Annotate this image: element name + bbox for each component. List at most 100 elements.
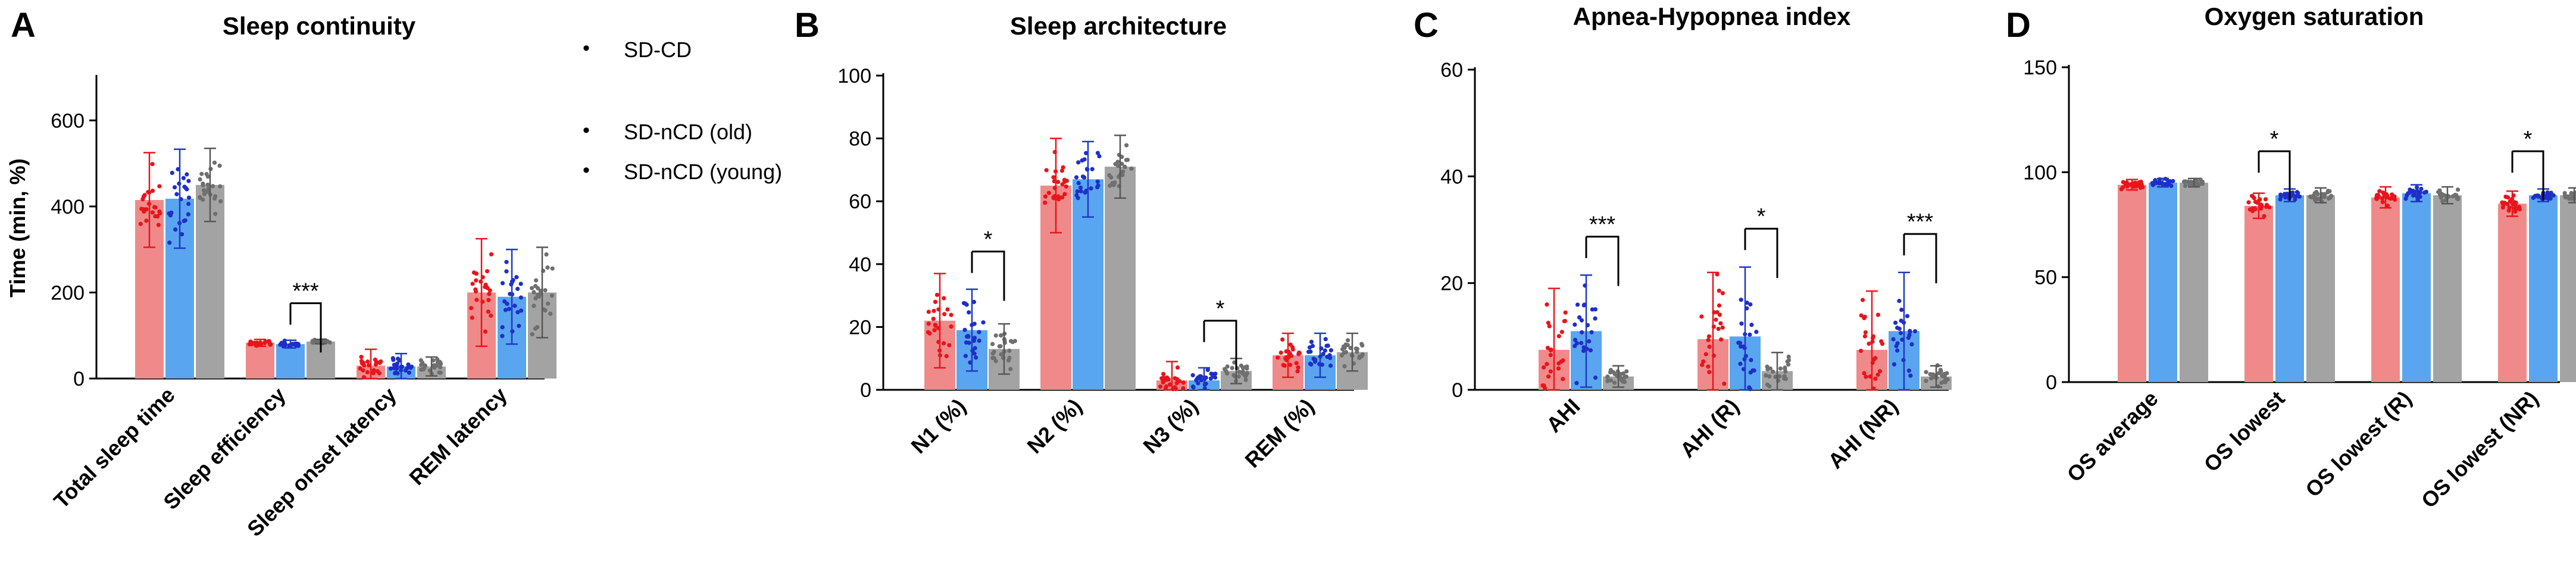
data-point (515, 286, 520, 291)
data-point (183, 218, 187, 223)
data-point (543, 288, 548, 293)
data-point (1061, 165, 1065, 170)
data-point (2380, 199, 2385, 205)
chart-title: Apnea-Hypopnea index (1573, 2, 1851, 30)
data-point (1109, 175, 1114, 180)
data-point (1161, 376, 1166, 380)
data-point (1924, 370, 1928, 374)
data-point (532, 290, 536, 295)
data-point (2439, 195, 2443, 200)
panel-letter-c: C (1414, 6, 1439, 45)
y-tick-label: 80 (849, 128, 871, 151)
bar-sd-ncd-old-os-average (2149, 182, 2177, 382)
data-point (546, 301, 551, 306)
significance-bracket (972, 251, 1005, 301)
data-point (186, 179, 191, 183)
data-point (945, 307, 950, 312)
y-tick-label: 100 (2023, 161, 2057, 184)
data-point (1736, 340, 1741, 345)
data-point (1078, 189, 1083, 193)
data-point (2549, 190, 2553, 195)
data-point (1862, 334, 1868, 339)
data-point (1167, 382, 1173, 387)
data-point (1879, 339, 1884, 344)
data-point (1181, 380, 1186, 385)
data-point (1703, 352, 1708, 357)
data-point (377, 371, 382, 376)
y-tick-label: 150 (2023, 57, 2057, 79)
data-point (1715, 310, 1720, 315)
data-point (972, 351, 977, 356)
data-point (1129, 166, 1134, 171)
data-point (1044, 168, 1049, 173)
x-tick-label: AHI (R) (1675, 394, 1743, 462)
data-point (186, 195, 192, 200)
data-point (1166, 377, 1171, 381)
data-point (1191, 385, 1196, 390)
data-point (1621, 376, 1626, 381)
data-point (310, 340, 315, 345)
data-point (150, 162, 155, 167)
category-sleep-efficiency (246, 337, 335, 379)
data-point (544, 252, 549, 257)
data-point (201, 188, 207, 193)
panel-b: B Sleep architecture 0 20 40 60 80 100 N1 (%) N2 … (795, 6, 1368, 473)
bar-sd-cd-os-lowest-nr (2498, 204, 2527, 382)
data-point (1309, 339, 1314, 345)
data-point (512, 304, 517, 308)
data-point (211, 184, 215, 189)
data-point (1748, 302, 1753, 307)
data-point (199, 171, 204, 176)
data-point (1611, 370, 1616, 375)
data-point (1897, 298, 1902, 304)
data-point (1007, 355, 1012, 360)
data-point (1281, 362, 1286, 368)
data-point (1547, 324, 1552, 329)
data-point (1074, 193, 1079, 198)
data-point (487, 292, 492, 296)
data-point (2183, 179, 2189, 184)
data-point (926, 309, 931, 314)
data-point (1864, 374, 1868, 379)
significance-bracket (1904, 233, 1937, 283)
data-point (374, 359, 379, 365)
data-point (153, 214, 158, 218)
data-point (1895, 348, 1900, 353)
data-point (390, 356, 395, 361)
legend-label-sd-ncd-young: SD-nCD (young) (624, 160, 782, 184)
data-point (2125, 184, 2130, 189)
significance-label: * (2270, 127, 2279, 152)
data-point (1771, 369, 1775, 374)
data-point (931, 308, 936, 313)
data-point (1622, 380, 1627, 384)
data-point (1175, 365, 1180, 370)
data-point (201, 181, 205, 186)
x-tick-label: Total sleep time (49, 383, 179, 513)
panel-a: A Sleep continuity 0 200 400 600 Time (min, %)… (5, 6, 557, 541)
data-point (1768, 366, 1772, 371)
data-point (1588, 348, 1593, 353)
data-point (1778, 366, 1783, 371)
data-point (471, 270, 477, 275)
data-point (518, 308, 524, 313)
data-point (280, 342, 285, 347)
x-tick-label: AHI (NR) (1823, 394, 1903, 474)
bar-sd-ncd-old-os-lowest-r (2402, 193, 2431, 382)
data-point (2543, 195, 2548, 201)
data-point (974, 355, 978, 360)
category-ahi-nr (1856, 271, 1952, 391)
data-point (139, 207, 144, 211)
bar-sd-ncd-young-os-lowest-nr (2560, 195, 2576, 382)
data-point (267, 341, 272, 346)
data-point (1276, 355, 1280, 360)
data-point (1546, 320, 1550, 326)
data-point (1060, 195, 1065, 200)
data-point (1707, 370, 1712, 374)
data-point (2390, 192, 2394, 197)
x-tick-label: OS lowest (2199, 386, 2290, 477)
category-rem-latency (467, 237, 557, 379)
significance-bracket (1204, 320, 1237, 370)
data-point (1556, 334, 1561, 339)
data-point (502, 299, 507, 304)
